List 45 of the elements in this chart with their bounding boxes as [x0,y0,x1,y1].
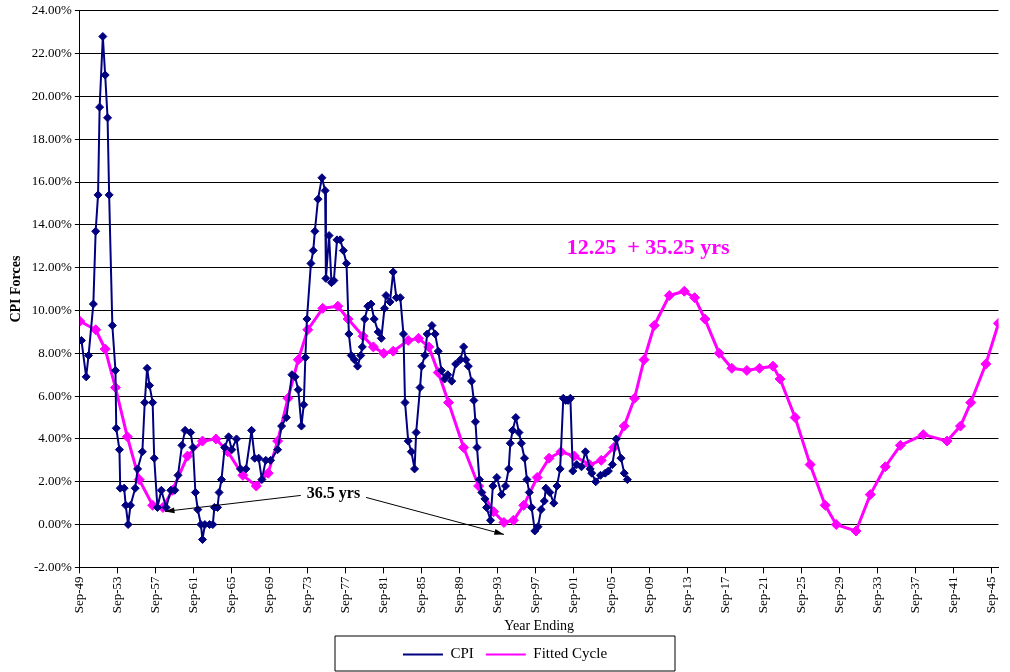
y-tick-label: 12.00% [31,259,73,275]
x-tick-label: Sep-93 [489,576,505,614]
x-tick-label: Sep-57 [147,575,163,614]
x-tick-label: Sep-29 [830,576,846,614]
annotation: 36.5 yrs [306,483,361,502]
y-tick-label: 0.00% [38,515,73,531]
annotation: 12.25 + 35.25 yrs [566,234,731,260]
x-tick-label: Sep-73 [299,576,315,614]
y-tick-label: 8.00% [38,344,73,360]
x-tick-label: Sep-53 [109,576,125,614]
x-tick-label: Sep-01 [565,576,581,614]
x-tick-label: Sep-97 [527,575,543,614]
x-tick-label: Sep-13 [678,576,694,614]
y-tick-label: 20.00% [31,87,73,103]
y-tick-label: 4.00% [38,430,73,446]
x-tick-label: Sep-85 [413,576,429,614]
x-tick-label: Sep-65 [223,576,239,614]
x-tick-label: Sep-25 [792,576,808,614]
y-tick-label: -2.00% [33,558,73,574]
x-tick-label: Sep-49 [71,576,87,614]
y-axis-title: CPI Forces [8,255,24,323]
x-tick-label: Sep-09 [640,576,656,614]
x-tick-label: Sep-45 [982,576,998,614]
x-tick-label: Sep-77 [337,575,353,614]
y-tick-label: 14.00% [31,216,73,232]
y-tick-label: 24.00% [31,2,73,18]
y-tick-label: 10.00% [31,301,73,317]
y-tick-label: 16.00% [31,173,73,189]
x-tick-label: Sep-33 [868,576,884,614]
x-tick-label: Sep-41 [944,576,960,614]
x-tick-label: Sep-69 [261,576,277,614]
x-tick-label: Sep-37 [906,575,922,614]
x-tick-label: Sep-17 [716,575,732,614]
y-tick-label: 18.00% [31,130,73,146]
y-tick-label: 6.00% [38,387,73,403]
y-tick-label: 22.00% [31,45,73,61]
y-tick-label: 2.00% [38,473,73,489]
x-tick-label: Sep-05 [602,576,618,614]
legend-label: Fitted Cycle [533,645,608,662]
x-axis-title: Year Ending [504,618,575,634]
x-tick-label: Sep-61 [185,576,201,614]
legend-label: CPI [450,645,474,662]
x-tick-label: Sep-89 [451,576,467,614]
x-tick-label: Sep-21 [754,576,770,614]
x-tick-label: Sep-81 [375,576,391,614]
